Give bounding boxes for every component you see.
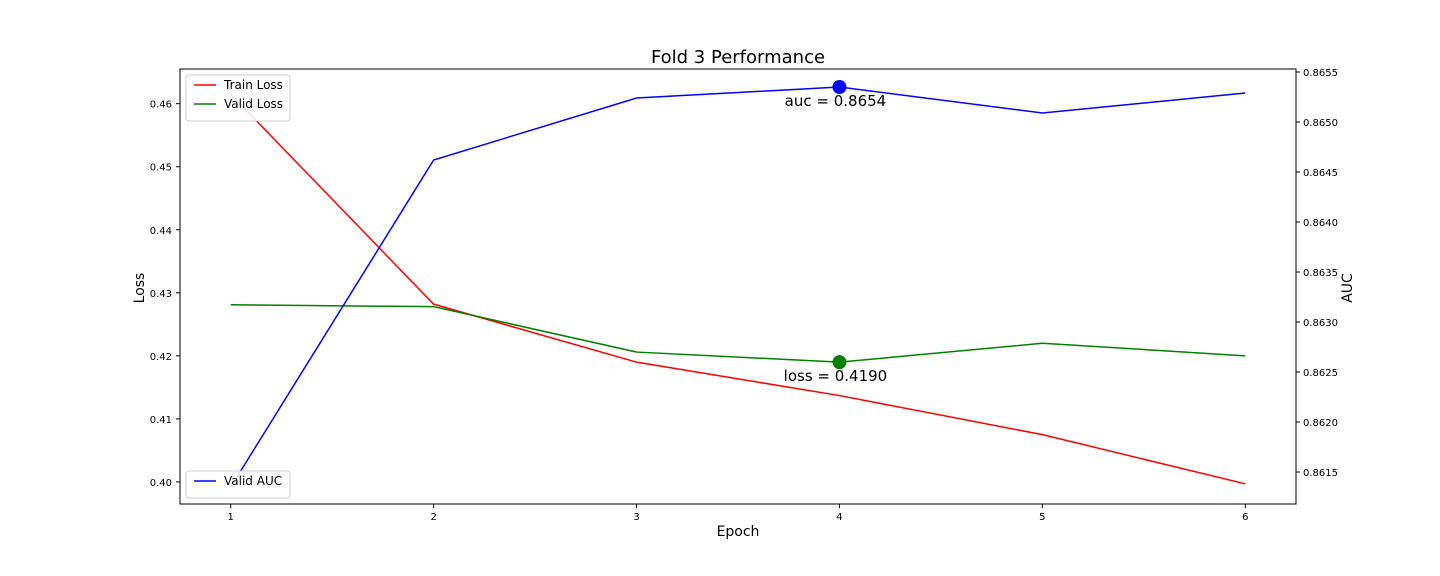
annotations: auc = 0.8654 loss = 0.4190 xyxy=(784,80,888,385)
annotation-marker xyxy=(832,355,847,370)
annotation-label: loss = 0.4190 xyxy=(784,367,888,385)
x-tick-label: 2 xyxy=(430,512,436,523)
x-axis-label: Epoch xyxy=(717,524,760,540)
y-right-tick-label: 0.8655 xyxy=(1303,68,1338,79)
x-tick-label: 5 xyxy=(1039,512,1045,523)
y-left-tick-label: 0.43 xyxy=(150,289,172,300)
plot-frame xyxy=(179,68,1297,505)
legend-entry: Valid AUC xyxy=(224,474,282,488)
legend-box xyxy=(185,74,291,122)
x-tick-label: 1 xyxy=(228,512,234,523)
legend-entry: Train Loss xyxy=(223,78,283,92)
y-right-tick-label: 0.8635 xyxy=(1303,268,1338,279)
series-line-valid-loss xyxy=(230,304,1246,363)
y-right-tick-label: 0.8615 xyxy=(1303,468,1338,479)
y-left-tick-label: 0.40 xyxy=(150,478,172,489)
x-tick-label: 4 xyxy=(836,512,842,523)
legend-box xyxy=(185,470,291,499)
legends: Train Loss Valid Loss Valid AUC xyxy=(185,74,291,499)
axis-ticks: 1 2 3 4 5 6 0.40 0.41 0.42 0.43 0.44 0.45 0.46 0.8615… xyxy=(150,68,1338,523)
legend-entry: Valid Loss xyxy=(224,97,283,111)
y-axis-left-label: Loss xyxy=(132,273,148,304)
y-left-tick-label: 0.46 xyxy=(150,100,172,111)
plot-area xyxy=(230,86,1246,488)
y-left-tick-label: 0.45 xyxy=(150,163,172,174)
y-left-tick-label: 0.41 xyxy=(150,415,172,426)
chart-title: Fold 3 Performance xyxy=(651,47,825,68)
y-left-tick-label: 0.44 xyxy=(150,226,172,237)
series-line-train-loss xyxy=(230,93,1246,485)
y-right-tick-label: 0.8630 xyxy=(1303,318,1338,329)
y-axis-right-label: AUC xyxy=(1340,273,1356,303)
y-right-tick-label: 0.8645 xyxy=(1303,168,1338,179)
x-tick-label: 3 xyxy=(633,512,639,523)
y-left-tick-label: 0.42 xyxy=(150,352,172,363)
annotation-marker xyxy=(832,80,847,94)
y-right-tick-label: 0.8625 xyxy=(1303,368,1338,379)
x-tick-label: 6 xyxy=(1242,512,1248,523)
y-right-tick-label: 0.8640 xyxy=(1303,218,1338,229)
series-line-valid-auc xyxy=(230,86,1246,488)
y-right-tick-label: 0.8620 xyxy=(1303,418,1338,429)
annotation-label: auc = 0.8654 xyxy=(785,92,887,110)
y-right-tick-label: 0.8650 xyxy=(1303,118,1338,129)
